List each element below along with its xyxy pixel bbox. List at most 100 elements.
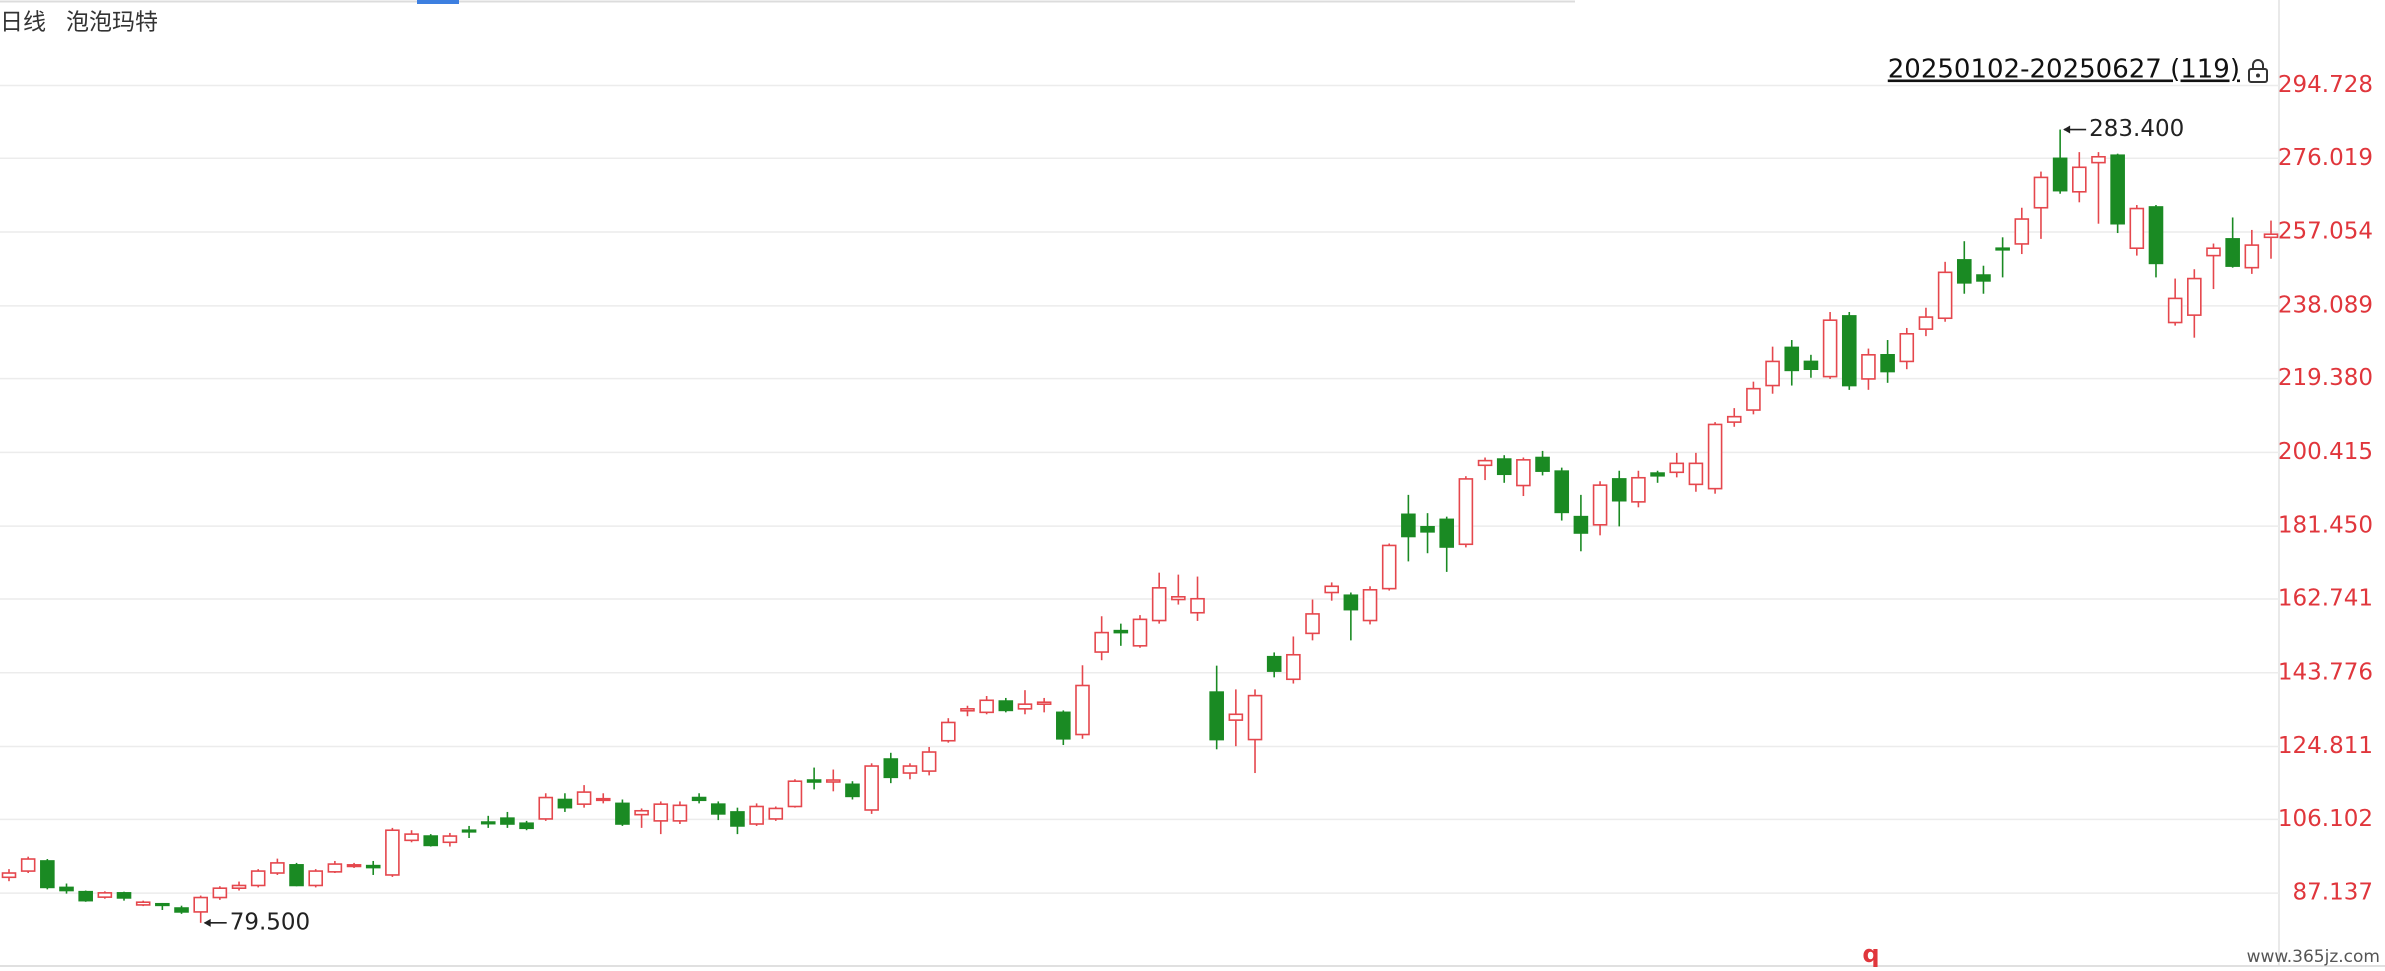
candle-body xyxy=(1075,684,1090,736)
candle-body xyxy=(250,870,266,887)
y-tick-label: 162.741 xyxy=(2278,585,2373,611)
candle-body xyxy=(787,780,803,808)
candle-body xyxy=(1611,478,1627,502)
candle-body xyxy=(902,765,918,774)
candle-body xyxy=(634,809,649,816)
candles xyxy=(1,129,2279,923)
candle-body xyxy=(595,797,611,802)
candle-body xyxy=(20,858,36,872)
candle-body xyxy=(691,796,707,802)
candle-body xyxy=(825,779,841,783)
candle-body xyxy=(1746,387,1761,411)
candle-body xyxy=(1113,629,1129,634)
candle-body xyxy=(1765,360,1780,387)
candle-body xyxy=(806,779,822,783)
candle-body xyxy=(1056,711,1071,740)
candle-body xyxy=(404,833,419,842)
annotation-arrowhead xyxy=(2063,125,2071,134)
candle-body xyxy=(500,817,515,825)
candle-body xyxy=(40,860,55,889)
candle-body xyxy=(2110,154,2125,225)
candle-body xyxy=(2091,155,2106,164)
candle-body xyxy=(1017,703,1033,710)
range-label[interactable]: 20250102-20250627 (119) xyxy=(1888,55,2240,85)
candle-body xyxy=(979,699,994,714)
candle-body xyxy=(845,783,860,798)
candle-body xyxy=(2129,207,2145,250)
candle-body xyxy=(193,896,208,913)
candle-body xyxy=(2263,233,2279,239)
annotation-arrowhead xyxy=(203,918,211,927)
candle-body xyxy=(97,892,113,898)
y-tick-label: 257.054 xyxy=(2278,219,2373,245)
candle-body xyxy=(1841,315,1857,387)
candle-body xyxy=(1803,360,1819,371)
candle-body xyxy=(1937,271,1953,320)
candle-body xyxy=(1305,613,1320,635)
candle-body xyxy=(1094,631,1109,653)
candle-body xyxy=(327,863,343,873)
candle-body xyxy=(921,751,937,772)
annotation-label: 283.400 xyxy=(2089,116,2184,142)
candle-body xyxy=(768,807,784,820)
y-tick-label: 124.811 xyxy=(2278,733,2373,759)
candle-body xyxy=(1784,346,1800,372)
candle-body xyxy=(1324,585,1339,594)
candle-body xyxy=(1286,653,1301,681)
candle-body xyxy=(1381,544,1397,590)
candle-body xyxy=(1496,458,1512,476)
y-tick-label: 200.415 xyxy=(2278,439,2373,465)
candle-body xyxy=(1995,247,2010,251)
candle-body xyxy=(653,803,669,822)
lock-icon[interactable] xyxy=(2248,59,2268,83)
candle-body xyxy=(1343,594,1359,611)
y-tick-label: 143.776 xyxy=(2278,659,2373,685)
candle-body xyxy=(2206,247,2221,257)
candle-body xyxy=(615,802,630,825)
candle-body xyxy=(1151,587,1167,622)
watermark: www.365jz.com xyxy=(2247,947,2380,967)
candle-body xyxy=(1592,484,1608,526)
candle-body xyxy=(1956,259,1972,284)
grid xyxy=(0,84,2279,894)
candle-body xyxy=(2148,206,2164,265)
candle-body xyxy=(1228,713,1244,721)
candle-body xyxy=(730,811,745,827)
candle-body xyxy=(1,872,17,879)
candle-body xyxy=(231,884,247,889)
candle-body xyxy=(1132,618,1148,647)
candle-body xyxy=(1899,333,1915,363)
candle-body xyxy=(308,870,324,887)
y-tick-label: 219.380 xyxy=(2278,365,2373,391)
candle-body xyxy=(1669,462,1685,474)
candle-body xyxy=(442,835,458,844)
y-tick-label: 276.019 xyxy=(2278,145,2373,171)
candle-body xyxy=(576,791,592,805)
candle-body xyxy=(998,700,1014,712)
candle-body xyxy=(2187,277,2202,316)
candle-body xyxy=(1477,459,1493,467)
candle-body xyxy=(538,796,554,820)
candle-body xyxy=(1976,274,1991,282)
candle-body xyxy=(423,835,439,847)
annotation-label: 79.500 xyxy=(230,909,310,935)
y-tick-label: 181.450 xyxy=(2278,513,2373,539)
candle-body xyxy=(1458,478,1474,546)
candle-body xyxy=(1362,588,1378,622)
candle-body xyxy=(135,901,151,906)
candle-body xyxy=(461,829,477,833)
candle-body xyxy=(1554,470,1570,514)
candle-body xyxy=(710,803,726,815)
candle-body xyxy=(1822,319,1838,378)
candle-body xyxy=(270,862,285,874)
candle-body xyxy=(289,864,304,887)
stock-name: 泡泡玛特 xyxy=(66,10,158,36)
y-tick-label: 238.089 xyxy=(2278,292,2373,318)
candle-body xyxy=(1247,694,1263,741)
candle-body xyxy=(1631,476,1646,503)
candle-body xyxy=(1036,701,1052,705)
candle-body xyxy=(1880,354,1895,373)
candle-body xyxy=(1688,462,1704,486)
